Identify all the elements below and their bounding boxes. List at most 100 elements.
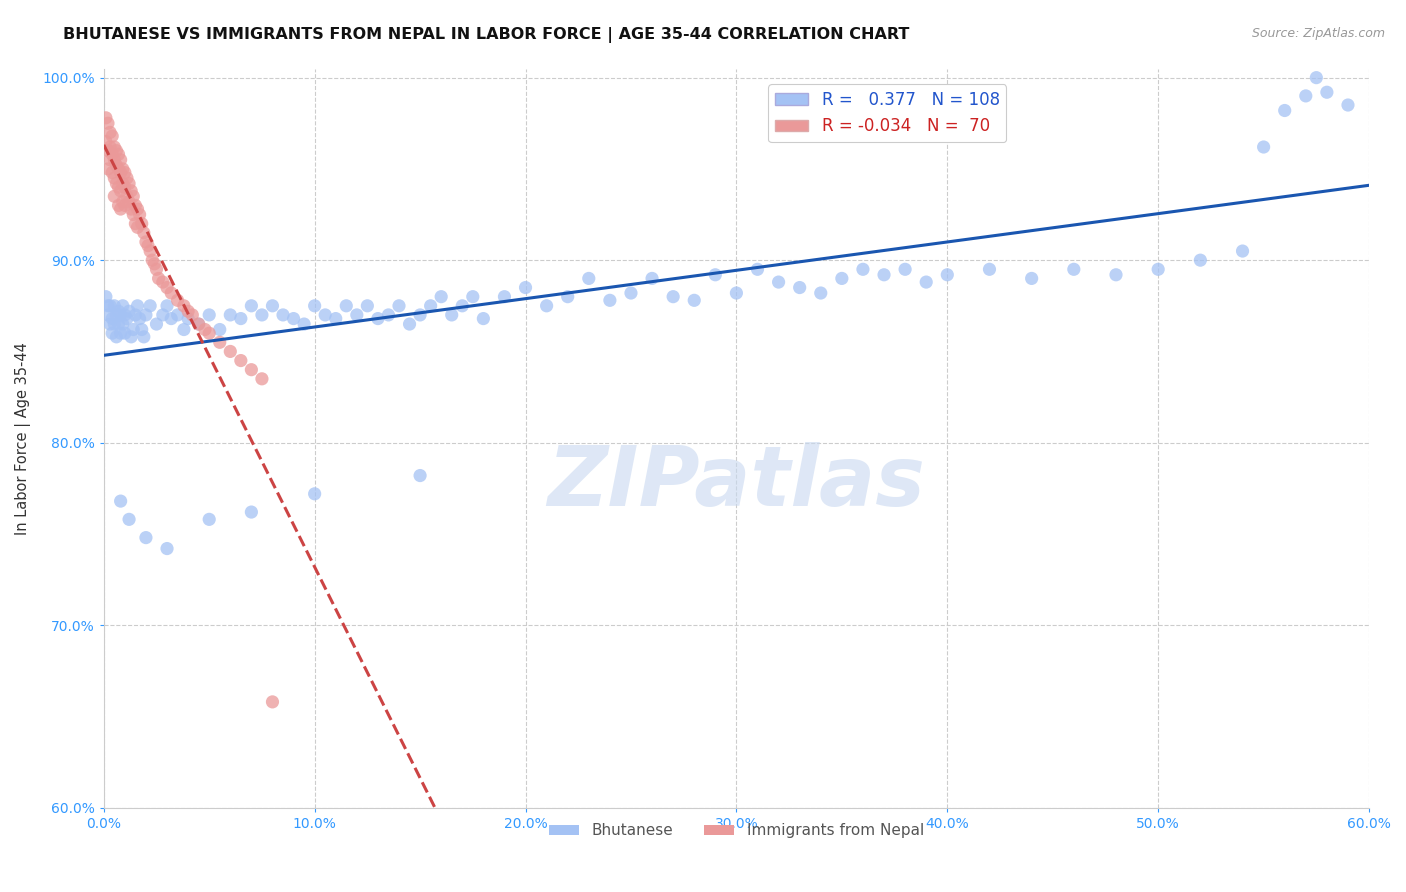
Point [1316,85,1339,99]
Point [135,531,157,545]
Point [103,299,125,313]
Point [124,198,146,212]
Point [101,165,124,179]
Point [122,208,145,222]
Point [114,198,136,212]
Point [110,202,132,216]
Point [177,311,200,326]
Point [97,161,120,176]
Point [114,165,136,179]
Point [831,271,853,285]
Point [107,161,129,176]
Point [111,317,134,331]
Point [152,275,174,289]
Point [105,308,128,322]
Point [120,330,142,344]
Point [118,512,141,526]
Point [578,271,600,285]
Point [103,171,125,186]
Point [187,317,209,331]
Point [111,177,134,191]
Point [936,268,959,282]
Point [118,177,141,191]
Point [1274,103,1296,118]
Point [122,189,145,203]
Point [145,317,167,331]
Point [127,202,149,216]
Point [156,299,179,313]
Point [325,311,347,326]
Point [494,290,516,304]
Point [97,116,120,130]
Point [219,344,242,359]
Point [620,286,643,301]
Point [139,244,162,258]
Point [97,308,120,322]
Point [110,326,132,341]
Point [114,308,136,322]
Point [873,268,896,282]
Point [132,330,155,344]
Point [599,293,621,308]
Point [683,293,706,308]
Point [122,322,145,336]
Point [747,262,769,277]
Point [304,299,326,313]
Point [915,275,938,289]
Point [1021,271,1043,285]
Point [1105,268,1128,282]
Point [335,299,357,313]
Point [271,308,294,322]
Point [292,317,315,331]
Point [118,194,141,209]
Point [1063,262,1085,277]
Point [110,153,132,167]
Point [377,308,399,322]
Point [110,184,132,198]
Point [367,311,389,326]
Point [1232,244,1254,258]
Point [1305,70,1327,85]
Point [430,290,453,304]
Point [198,512,221,526]
Point [173,299,195,313]
Point [143,257,166,271]
Point [1337,98,1360,112]
Point [115,311,138,326]
Point [110,165,132,179]
Point [240,362,263,376]
Text: ZIPatlas: ZIPatlas [547,442,925,523]
Legend: Bhutanese, Immigrants from Nepal: Bhutanese, Immigrants from Nepal [543,817,931,845]
Point [103,317,125,331]
Point [105,158,128,172]
Point [409,308,432,322]
Point [1253,140,1275,154]
Point [131,322,153,336]
Point [304,487,326,501]
Point [160,286,183,301]
Point [97,144,120,158]
Point [131,217,153,231]
Point [107,304,129,318]
Point [103,140,125,154]
Point [98,153,121,167]
Point [1189,253,1212,268]
Point [110,308,132,322]
Point [107,180,129,194]
Point [198,308,221,322]
Point [101,326,124,341]
Point [250,308,273,322]
Point [135,308,157,322]
Point [107,317,129,331]
Point [128,208,150,222]
Point [314,308,336,322]
Point [120,202,142,216]
Point [103,153,125,167]
Point [105,144,128,158]
Point [229,311,252,326]
Point [187,317,209,331]
Point [107,198,129,212]
Point [557,290,579,304]
Point [181,308,204,322]
Point [768,275,790,289]
